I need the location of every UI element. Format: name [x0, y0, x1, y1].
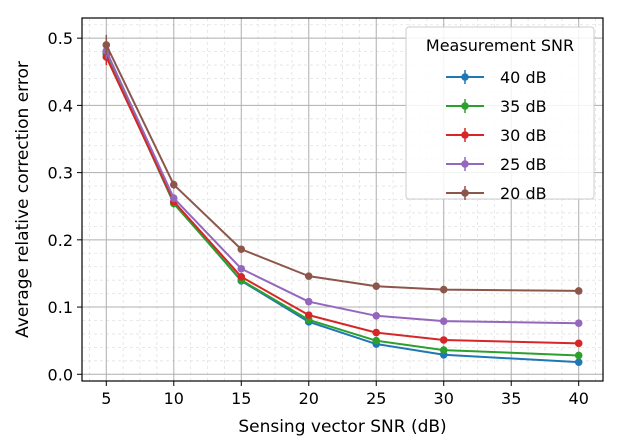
series-layer [102, 34, 583, 366]
data-point [439, 346, 448, 354]
x-axis-label: Sensing vector SNR (dB) [238, 417, 446, 437]
legend-title: Measurement SNR [426, 36, 574, 55]
data-point [439, 336, 448, 344]
legend-items: 40 dB 35 dB 30 dB 25 dB 20 dB [446, 68, 547, 203]
y-axis-ticks: 0.0 0.1 0.2 0.3 0.4 0.5 [48, 29, 82, 384]
y-axis-label: Average relative correction error [13, 61, 33, 338]
data-point [372, 311, 381, 320]
data-point [574, 319, 583, 327]
legend-label: 30 dB [500, 126, 547, 145]
legend-label: 40 dB [500, 68, 547, 87]
legend-swatch-marker [461, 189, 469, 197]
legend-swatch-marker [461, 73, 469, 81]
data-point [372, 336, 381, 345]
legend-swatch-marker [461, 102, 469, 110]
legend-label: 20 dB [500, 184, 547, 203]
y-tick-label: 0.3 [48, 164, 73, 183]
legend-box [405, 26, 595, 200]
data-point [439, 285, 448, 294]
data-point [237, 264, 246, 273]
legend-swatch-marker [461, 160, 469, 168]
legend-item: 40 dB [446, 68, 547, 87]
data-point [237, 273, 246, 281]
x-tick-label: 30 [434, 389, 454, 408]
data-point [304, 297, 313, 306]
data-point [574, 358, 583, 366]
x-tick-label: 15 [231, 389, 251, 408]
series-20-db [102, 34, 583, 295]
data-point [237, 245, 246, 254]
legend: Measurement SNR 40 dB 35 dB 30 dB 25 dB 20 d… [405, 26, 595, 203]
legend-item: 25 dB [446, 155, 547, 174]
legend-item: 35 dB [446, 97, 547, 116]
legend-item: 30 dB [446, 126, 547, 145]
data-point [574, 339, 583, 348]
data-point [574, 351, 583, 360]
y-tick-label: 0.1 [48, 298, 73, 317]
data-point [372, 282, 381, 291]
data-point [169, 194, 178, 202]
data-point [574, 287, 583, 295]
y-tick-label: 0.2 [48, 231, 73, 250]
data-point [304, 272, 313, 280]
y-tick-label: 0.5 [48, 29, 73, 48]
legend-label: 35 dB [500, 97, 547, 116]
data-point [102, 41, 111, 49]
x-tick-label: 10 [164, 389, 184, 408]
y-tick-label: 0.0 [48, 365, 73, 384]
legend-item: 20 dB [446, 184, 547, 203]
x-tick-label: 25 [366, 389, 386, 408]
x-tick-label: 20 [299, 389, 319, 408]
data-point [439, 317, 448, 325]
x-axis-ticks: 5 10 15 20 25 30 35 40 [101, 381, 589, 408]
data-point [304, 311, 313, 319]
data-point [372, 328, 381, 337]
y-tick-label: 0.4 [48, 96, 73, 115]
x-tick-label: 5 [101, 389, 111, 408]
x-tick-label: 35 [501, 389, 521, 408]
data-point [169, 180, 178, 189]
legend-label: 25 dB [500, 155, 547, 174]
plot-area-frame [81, 17, 604, 382]
x-tick-label: 40 [569, 389, 589, 408]
legend-swatch-marker [461, 131, 469, 139]
